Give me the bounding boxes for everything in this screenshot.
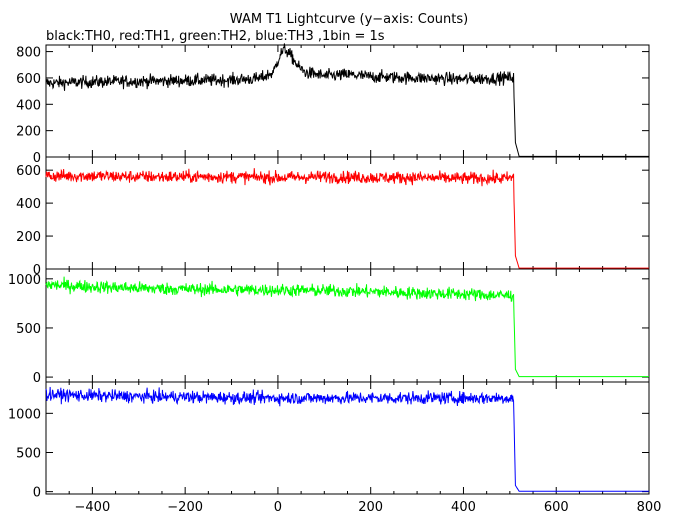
series-line-th1 xyxy=(45,168,649,269)
y-tick-label: 0 xyxy=(33,263,41,278)
x-tick-label: 800 xyxy=(637,500,662,515)
y-tick-label: 800 xyxy=(16,46,41,61)
series-line-th2 xyxy=(45,276,649,378)
x-tick-label: 200 xyxy=(358,500,383,515)
y-tick-label: 0 xyxy=(33,151,41,166)
x-tick-label: 600 xyxy=(544,500,569,515)
series-line-th0 xyxy=(45,43,649,157)
panel-th3: 0 500 1000 xyxy=(8,381,650,501)
x-tick-label: 400 xyxy=(451,500,476,515)
y-tick-label: 500 xyxy=(16,322,41,337)
y-tick-label: 500 xyxy=(16,446,41,461)
y-tick-label: 1000 xyxy=(8,273,41,288)
y-tick-label: 400 xyxy=(16,197,41,212)
x-tick-label: 0 xyxy=(274,500,282,515)
y-tick-label: 0 xyxy=(33,371,41,386)
x-tick-label: −200 xyxy=(167,500,203,515)
panel-frame-th0 xyxy=(45,44,650,158)
y-tick-label: 600 xyxy=(16,72,41,87)
y-tick-label: 600 xyxy=(16,164,41,179)
panel-th0: 0 200 400 600 800 xyxy=(16,43,650,166)
panel-frame-th2 xyxy=(45,268,650,383)
chart-subtitle: black:TH0, red:TH1, green:TH2, blue:TH3 … xyxy=(46,29,385,44)
x-tick-label: −400 xyxy=(75,500,111,515)
y-tick-label: 200 xyxy=(16,125,41,140)
panel-th1: 0 200 400 600 xyxy=(16,156,650,278)
series-line-th3 xyxy=(45,386,649,492)
y-tick-label: 0 xyxy=(33,486,41,501)
panel-th2: 0 500 1000 xyxy=(8,268,650,386)
y-tick-label: 1000 xyxy=(8,407,41,422)
y-tick-label: 200 xyxy=(16,230,41,245)
chart-title: WAM T1 Lightcurve (y−axis: Counts) xyxy=(230,12,468,27)
y-tick-label: 400 xyxy=(16,98,41,113)
plot-area: 020040060080002004006000500100005001000−… xyxy=(8,43,662,515)
